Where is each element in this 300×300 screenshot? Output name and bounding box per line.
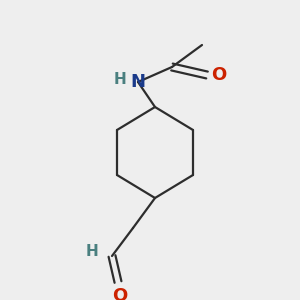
Text: N: N: [130, 73, 146, 91]
Text: O: O: [212, 66, 226, 84]
Text: H: H: [114, 73, 126, 88]
Text: H: H: [85, 244, 98, 260]
Text: O: O: [112, 287, 128, 300]
